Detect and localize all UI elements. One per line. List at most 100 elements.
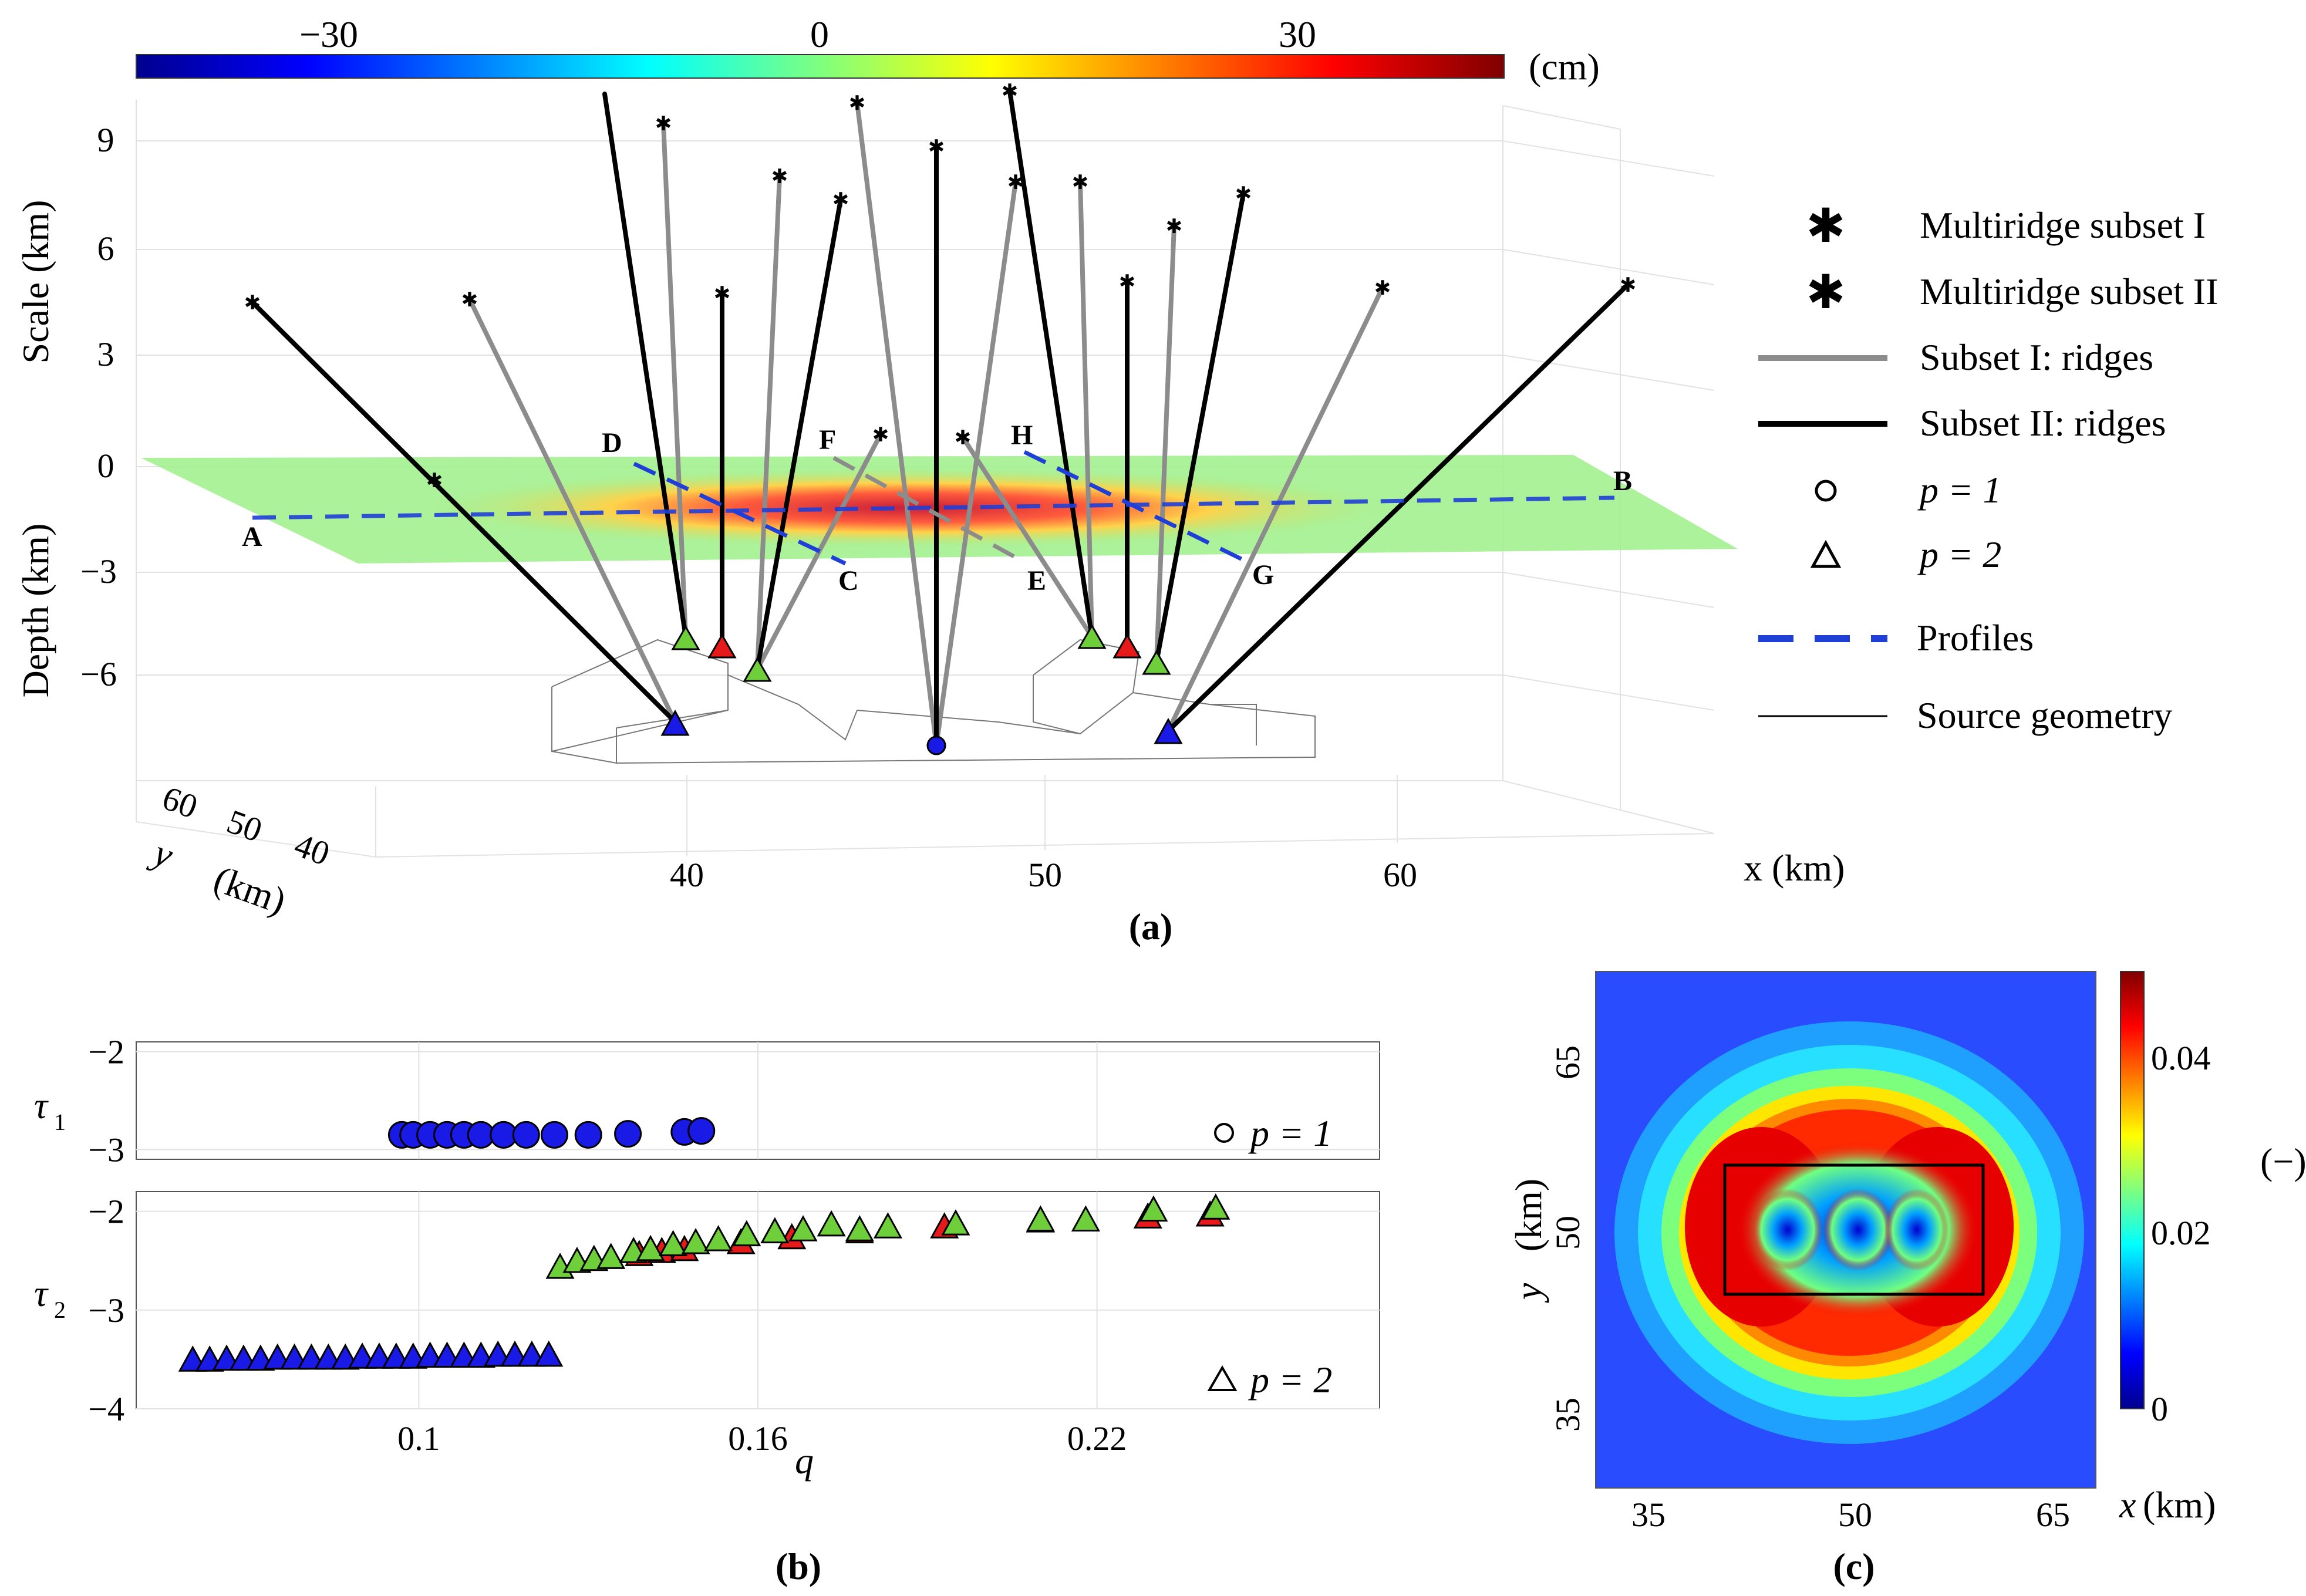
x-tick: 60 bbox=[1383, 856, 1417, 894]
source-rectangle bbox=[1723, 1163, 1985, 1296]
legend-label: Multiridge subset II bbox=[1920, 271, 2218, 312]
p2-point bbox=[941, 1209, 970, 1236]
x-tick-b: 0.22 bbox=[1067, 1419, 1127, 1457]
p1-point bbox=[512, 1121, 540, 1149]
legend-label: Profiles bbox=[1917, 617, 2034, 659]
panel-label-a: (a) bbox=[1129, 906, 1173, 947]
p2-point bbox=[1071, 1205, 1100, 1231]
p2-point bbox=[659, 1230, 688, 1256]
svg-text:✱: ✱ bbox=[1166, 216, 1183, 238]
y-tick: 60 bbox=[157, 778, 203, 826]
profile-label: C bbox=[838, 565, 859, 596]
solution-triangle bbox=[660, 709, 690, 736]
svg-text:✱: ✱ bbox=[1374, 278, 1391, 299]
y-tick: 50 bbox=[222, 802, 267, 849]
svg-text:✱: ✱ bbox=[461, 289, 478, 311]
solution-triangle bbox=[671, 625, 700, 650]
svg-text:✱: ✱ bbox=[832, 190, 849, 211]
y-tick: 40 bbox=[289, 825, 335, 873]
profile-label: H bbox=[1011, 420, 1033, 451]
x-tick-b: 0.16 bbox=[728, 1419, 788, 1457]
svg-text:✱: ✱ bbox=[872, 424, 889, 446]
solutions-a bbox=[660, 624, 1183, 755]
svg-text:✱: ✱ bbox=[1119, 272, 1136, 293]
legend-label: p = 2 bbox=[1917, 534, 2001, 575]
colorbar-c bbox=[2120, 971, 2145, 1409]
profile-label: D bbox=[602, 427, 622, 458]
z-tick: 6 bbox=[97, 230, 114, 268]
gray-star-icon: ✱ bbox=[1806, 201, 1845, 252]
x-label-unit-c: (km) bbox=[2143, 1484, 2216, 1526]
colorbar-a-tick: −30 bbox=[299, 14, 358, 55]
solution-triangle bbox=[1154, 717, 1183, 744]
svg-text:✱: ✱ bbox=[955, 427, 972, 449]
y-tick-c: 50 bbox=[1549, 1216, 1587, 1250]
p2-point bbox=[681, 1228, 710, 1254]
p2-point bbox=[817, 1210, 846, 1237]
p2-point bbox=[788, 1215, 818, 1241]
solution-triangle bbox=[1142, 650, 1171, 675]
x-tick-c: 50 bbox=[1838, 1496, 1872, 1534]
x-tick: 50 bbox=[1028, 856, 1062, 894]
solution-triangle bbox=[707, 633, 737, 659]
y-tick-b-bottom: −4 bbox=[88, 1390, 124, 1428]
p2-point bbox=[732, 1220, 761, 1247]
p1-point bbox=[574, 1121, 602, 1149]
black-star-icon: ✱ bbox=[1806, 267, 1845, 319]
grid-b bbox=[136, 1042, 1380, 1409]
p2-point bbox=[1026, 1205, 1055, 1231]
z-tick: 3 bbox=[97, 335, 114, 373]
legend-label: Multiridge subset I bbox=[1920, 204, 2206, 246]
solution-circle bbox=[926, 735, 946, 755]
colorbar-c-tick: 0.02 bbox=[2151, 1214, 2211, 1252]
panel-label-c: (c) bbox=[1833, 1546, 1875, 1587]
profiles bbox=[252, 450, 1615, 566]
heatmap-frame bbox=[1595, 971, 2096, 1489]
legend-label: Subset I: ridges bbox=[1920, 336, 2153, 378]
y-label-unit-c: (km) bbox=[1508, 1179, 1549, 1251]
z-lower-label: Depth (km) bbox=[15, 524, 56, 698]
colorbar-a-tick: 30 bbox=[1279, 14, 1316, 55]
y-tick-b-bottom: −2 bbox=[88, 1193, 124, 1231]
p2-point bbox=[596, 1243, 626, 1269]
p1-legend-icon bbox=[1214, 1123, 1234, 1143]
x-tick-b: 0.1 bbox=[397, 1419, 440, 1457]
colorbar-c-tick: 0 bbox=[2151, 1390, 2168, 1428]
ridges-subset-ii bbox=[250, 89, 1630, 748]
profile-label: A bbox=[242, 521, 262, 552]
p1-point bbox=[614, 1120, 642, 1148]
x-axis-label: x (km) bbox=[1744, 847, 1845, 889]
z-tick: 0 bbox=[97, 447, 114, 485]
panel-c: 0.04 0.02 0 (−) 35 50 65 x (km) 65 50 35… bbox=[1508, 971, 2306, 1587]
z-tick: −6 bbox=[80, 655, 117, 693]
legend-label: Source geometry bbox=[1917, 694, 2172, 736]
y-tick-c: 65 bbox=[1549, 1045, 1587, 1079]
x-tick: 40 bbox=[670, 856, 704, 894]
svg-text:✱: ✱ bbox=[1620, 275, 1637, 296]
y-label-var-c: y bbox=[1508, 1283, 1549, 1303]
svg-text:✱: ✱ bbox=[1007, 172, 1024, 194]
ridge-markers: ✱ ✱ ✱ ✱ ✱ ✱ ✱ ✱ ✱ ✱ bbox=[461, 93, 1391, 449]
solution-triangle bbox=[743, 657, 772, 682]
legend-label: p = 1 bbox=[1917, 469, 2001, 511]
ticks-b: 0.1 0.16 0.22 −2 −3 −2 −3 −4 bbox=[88, 1033, 1127, 1457]
x-tick-c: 65 bbox=[2036, 1496, 2070, 1534]
profile-label: G bbox=[1252, 559, 1274, 591]
z-tick: −3 bbox=[80, 552, 117, 591]
heatmap bbox=[1596, 971, 2096, 1488]
svg-text:✱: ✱ bbox=[1002, 81, 1019, 103]
tau1-sub: 1 bbox=[54, 1109, 66, 1135]
y-tick-b-bottom: −3 bbox=[88, 1291, 124, 1330]
p2-point bbox=[760, 1217, 790, 1244]
p1-point bbox=[540, 1121, 568, 1149]
svg-text:✱: ✱ bbox=[714, 284, 731, 305]
panel-label-b: (b) bbox=[776, 1546, 821, 1587]
svg-text:✱: ✱ bbox=[1072, 172, 1089, 194]
p2-point bbox=[636, 1234, 665, 1261]
svg-text:✱: ✱ bbox=[849, 93, 866, 114]
p2-point bbox=[873, 1212, 902, 1239]
z-upper-label: Scale (km) bbox=[15, 200, 56, 364]
triangle-icon bbox=[1810, 539, 1842, 568]
svg-text:✱: ✱ bbox=[655, 113, 672, 135]
tau1-label: τ bbox=[34, 1085, 49, 1126]
